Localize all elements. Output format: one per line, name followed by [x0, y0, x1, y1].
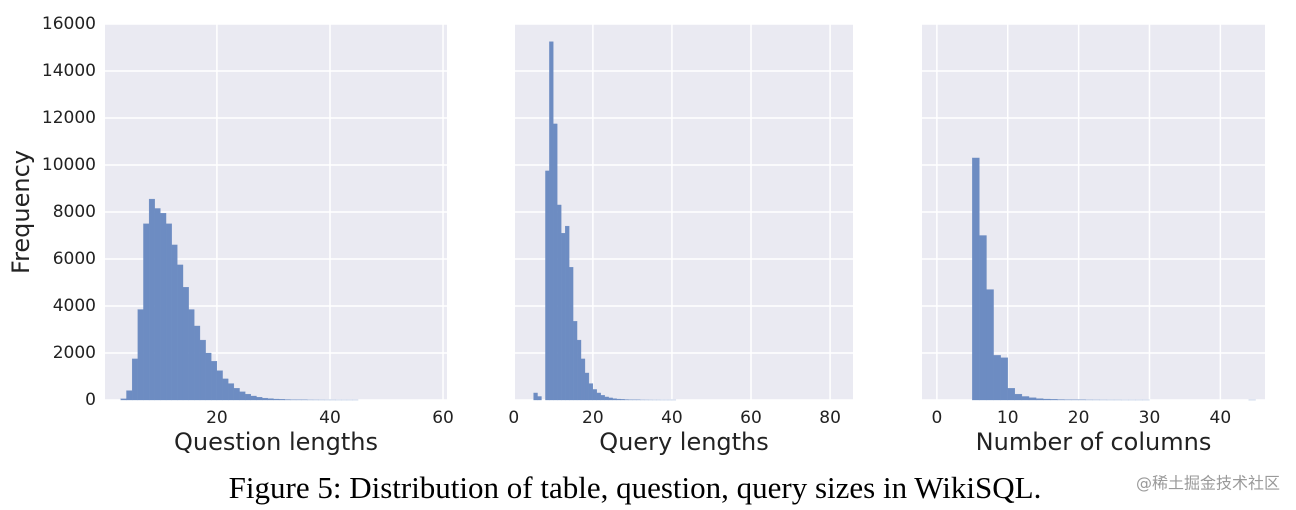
- bar: [165, 223, 172, 401]
- bar: [1021, 396, 1030, 401]
- bar: [1000, 357, 1008, 401]
- bar: [584, 372, 590, 401]
- x-axis-label: Query lengths: [599, 428, 769, 456]
- bar: [604, 396, 609, 401]
- bar: [580, 358, 586, 401]
- bar: [250, 395, 257, 401]
- y-tick-label: 10000: [42, 155, 96, 175]
- x-tick-label: 40: [1210, 408, 1232, 428]
- bar: [569, 267, 574, 401]
- x-tick-label: 80: [819, 408, 841, 428]
- x-tick-label: 40: [319, 408, 341, 428]
- bar: [182, 287, 189, 401]
- bar: [262, 397, 268, 401]
- x-tick-label: 30: [1139, 408, 1161, 428]
- bar: [596, 392, 601, 401]
- bar: [1043, 398, 1051, 401]
- bar: [608, 397, 613, 401]
- bar: [278, 399, 285, 401]
- bar: [986, 289, 994, 401]
- bar: [228, 383, 235, 401]
- bar: [565, 225, 570, 401]
- bar: [233, 388, 240, 401]
- bar: [126, 390, 133, 401]
- y-tick-label: 6000: [53, 249, 96, 269]
- bar: [256, 397, 263, 401]
- bar: [199, 339, 206, 401]
- bar: [537, 396, 542, 401]
- x-axis-label: Number of columns: [976, 428, 1212, 456]
- bar: [592, 389, 597, 401]
- x-tick-label: 60: [432, 408, 454, 428]
- bar: [557, 204, 562, 401]
- x-tick-label: 20: [1068, 408, 1090, 428]
- bar: [972, 157, 980, 401]
- bar: [545, 170, 550, 401]
- bar: [979, 235, 987, 401]
- caption: Figure 5: Distribution of table, questio…: [229, 470, 1042, 505]
- y-tick-label: 4000: [53, 296, 96, 316]
- bar: [245, 393, 251, 401]
- x-tick-label: 20: [206, 408, 228, 428]
- bar: [188, 309, 195, 401]
- x-tick-label: 40: [661, 408, 683, 428]
- bar: [1050, 399, 1058, 401]
- bar: [154, 208, 161, 401]
- y-axis-label: Frequency: [7, 150, 35, 274]
- watermark: @稀土掘金技术社区: [1136, 474, 1280, 493]
- bar: [1035, 398, 1044, 401]
- x-axis-label: Question lengths: [174, 428, 378, 456]
- bar: [211, 361, 218, 401]
- bar: [120, 398, 127, 401]
- x-tick-label: 10: [997, 408, 1019, 428]
- bar: [177, 264, 184, 401]
- bar: [620, 399, 625, 401]
- bar: [1007, 388, 1015, 401]
- bar: [553, 123, 558, 401]
- bar: [137, 309, 144, 401]
- bar: [131, 358, 138, 401]
- bar: [993, 355, 1001, 401]
- bar: [171, 244, 178, 401]
- bar: [194, 325, 201, 401]
- bar: [216, 370, 223, 401]
- y-tick-label: 14000: [42, 61, 96, 81]
- bar: [533, 392, 538, 401]
- y-tick-label: 16000: [42, 14, 96, 34]
- bar: [267, 398, 274, 401]
- y-tick-label: 8000: [53, 202, 96, 222]
- bar: [273, 398, 280, 401]
- x-tick-label: 0: [508, 408, 519, 428]
- bar: [160, 213, 167, 401]
- bar: [549, 41, 554, 401]
- bar: [143, 223, 150, 401]
- bar: [588, 383, 594, 401]
- bar: [576, 339, 582, 401]
- bar: [205, 352, 212, 401]
- x-tick-label: 0: [931, 408, 942, 428]
- bar: [148, 198, 155, 401]
- bar: [561, 232, 566, 401]
- x-tick-label: 60: [740, 408, 762, 428]
- x-tick-label: 20: [582, 408, 604, 428]
- bar: [572, 321, 578, 401]
- bar: [1028, 397, 1037, 401]
- bar: [1014, 393, 1023, 401]
- y-tick-label: 12000: [42, 108, 96, 128]
- bar: [612, 398, 617, 401]
- y-tick-label: 0: [85, 390, 96, 410]
- bar: [222, 378, 229, 401]
- bar: [600, 395, 605, 401]
- y-tick-label: 2000: [53, 343, 96, 363]
- bar: [616, 398, 621, 401]
- bar: [239, 391, 246, 401]
